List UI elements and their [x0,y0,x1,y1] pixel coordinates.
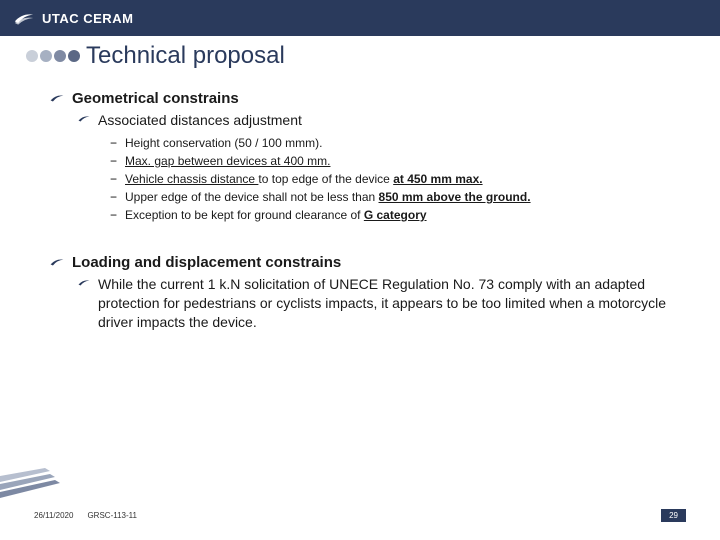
list-item-text: Exception to be kept for ground clearanc… [125,206,427,224]
list-item-text: Upper edge of the device shall not be le… [125,188,531,206]
section-heading: Geometrical constrains [50,90,670,107]
footer: 26/11/2020 GRSC-113-11 29 [0,509,720,522]
content-area: Geometrical constrains Associated distan… [0,70,720,332]
swoosh-bullet-icon [78,278,90,287]
sub-paragraph-text: While the current 1 k.N solicitation of … [98,275,670,332]
dash-icon: − [110,134,117,152]
sub-heading: Associated distances adjustment [78,111,670,130]
list-item: −Max. gap between devices at 400 mm. [110,152,670,170]
logo: UTAC CERAM [14,10,133,26]
dot-icon [54,50,66,62]
footer-stripes-icon [0,468,60,500]
list-item: −Exception to be kept for ground clearan… [110,206,670,224]
dash-icon: − [110,170,117,188]
swoosh-icon [14,10,34,26]
swoosh-bullet-icon [50,93,64,103]
header-bar: UTAC CERAM [0,0,720,36]
dot-icon [26,50,38,62]
heading-text: Loading and displacement constrains [72,254,341,271]
section-heading: Loading and displacement constrains [50,254,670,271]
title-row: Technical proposal [0,42,720,70]
swoosh-bullet-icon [50,257,64,267]
list-item-text: Height conservation (50 / 100 mmm). [125,134,322,152]
page-number: 29 [661,509,686,522]
swoosh-bullet-icon [78,114,90,123]
footer-ref: GRSC-113-11 [87,511,137,520]
list-item: −Height conservation (50 / 100 mmm). [110,134,670,152]
footer-date: 26/11/2020 [34,511,73,520]
dash-icon: − [110,206,117,224]
dash-icon: − [110,188,117,206]
list-item-text: Vehicle chassis distance to top edge of … [125,170,483,188]
bullet-list: −Height conservation (50 / 100 mmm).−Max… [110,134,670,224]
list-item-text: Max. gap between devices at 400 mm. [125,152,330,170]
dash-icon: − [110,152,117,170]
list-item: −Vehicle chassis distance to top edge of… [110,170,670,188]
brand-text: UTAC CERAM [42,11,133,26]
dot-icon [68,50,80,62]
footer-left: 26/11/2020 GRSC-113-11 [34,511,137,520]
list-item: −Upper edge of the device shall not be l… [110,188,670,206]
sub-paragraph: While the current 1 k.N solicitation of … [78,275,670,332]
dot-icon [40,50,52,62]
page-title: Technical proposal [86,42,285,70]
sub-heading-text: Associated distances adjustment [98,111,302,130]
heading-text: Geometrical constrains [72,90,239,107]
title-dots [26,50,80,62]
